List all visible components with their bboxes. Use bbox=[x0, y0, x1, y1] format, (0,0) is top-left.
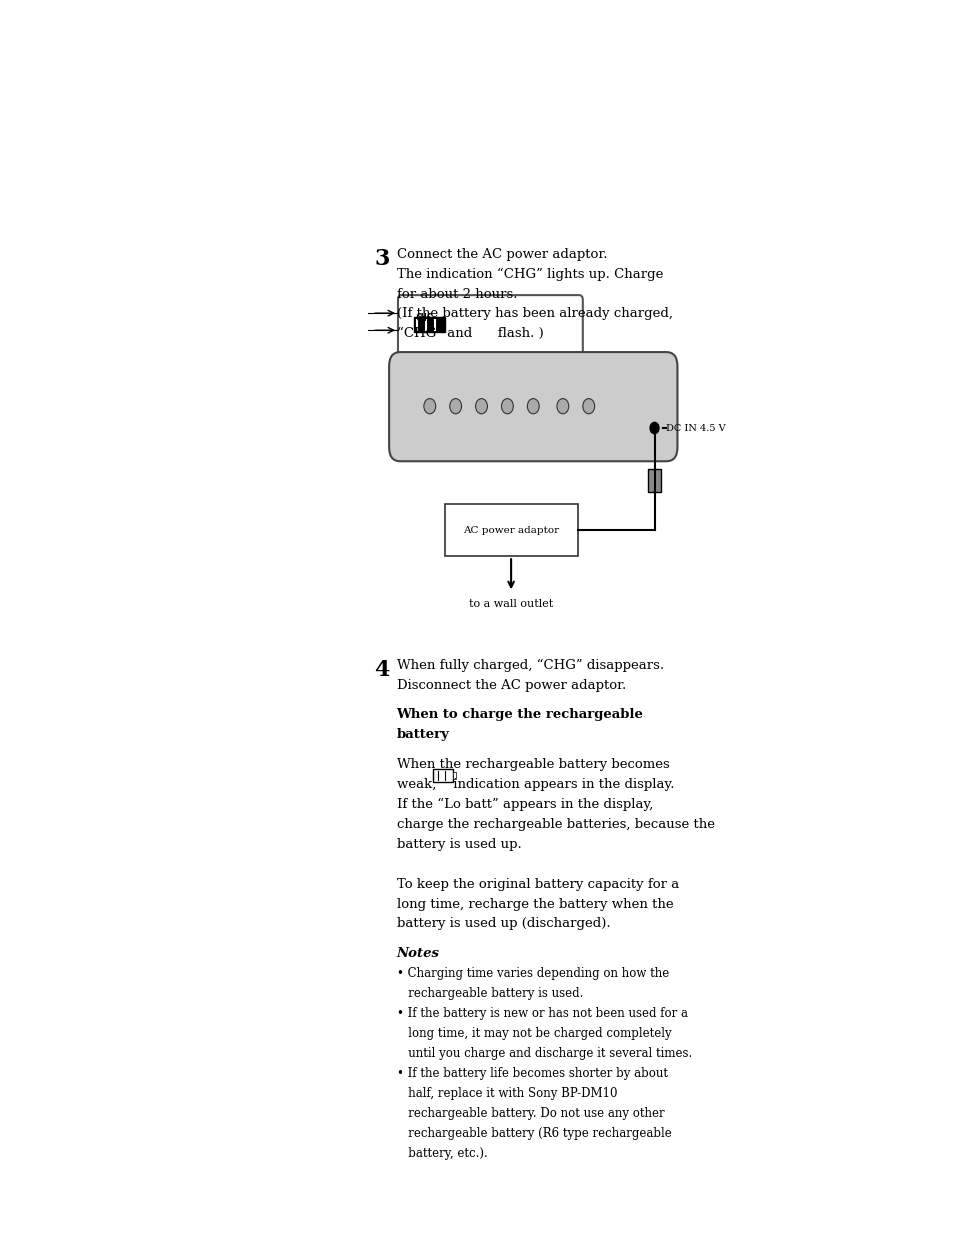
Text: “CHG” and      flash. ): “CHG” and flash. ) bbox=[396, 328, 542, 340]
Text: To keep the original battery capacity for a: To keep the original battery capacity fo… bbox=[396, 878, 678, 890]
Circle shape bbox=[582, 398, 594, 414]
Circle shape bbox=[476, 398, 487, 414]
Text: When to charge the rechargeable: When to charge the rechargeable bbox=[396, 708, 642, 721]
Text: The indication “CHG” lights up. Charge: The indication “CHG” lights up. Charge bbox=[396, 268, 662, 281]
Text: battery is used up.: battery is used up. bbox=[396, 837, 520, 851]
Text: rechargeable battery is used.: rechargeable battery is used. bbox=[396, 988, 582, 1000]
Text: (If the battery has been already charged,: (If the battery has been already charged… bbox=[396, 307, 672, 321]
Text: weak,    indication appears in the display.: weak, indication appears in the display. bbox=[396, 778, 674, 790]
Text: to a wall outlet: to a wall outlet bbox=[469, 599, 553, 609]
Circle shape bbox=[423, 398, 436, 414]
Text: long time, recharge the battery when the: long time, recharge the battery when the bbox=[396, 898, 673, 910]
Text: battery: battery bbox=[396, 727, 449, 741]
Text: AC power adaptor: AC power adaptor bbox=[462, 525, 558, 535]
Text: rechargeable battery. Do not use any other: rechargeable battery. Do not use any oth… bbox=[396, 1107, 663, 1120]
Circle shape bbox=[449, 398, 461, 414]
Text: 4: 4 bbox=[374, 658, 389, 681]
Text: 3: 3 bbox=[374, 248, 389, 270]
Text: • Charging time varies depending on how the: • Charging time varies depending on how … bbox=[396, 968, 668, 980]
Text: charge the rechargeable batteries, because the: charge the rechargeable batteries, becau… bbox=[396, 817, 714, 831]
Text: until you charge and discharge it several times.: until you charge and discharge it severa… bbox=[396, 1047, 691, 1060]
Bar bbox=[647, 469, 660, 492]
Bar bbox=[413, 317, 444, 332]
Text: Disconnect the AC power adaptor.: Disconnect the AC power adaptor. bbox=[396, 678, 625, 692]
FancyBboxPatch shape bbox=[389, 353, 677, 461]
Text: rechargeable battery (R6 type rechargeable: rechargeable battery (R6 type rechargeab… bbox=[396, 1127, 671, 1139]
Text: Notes: Notes bbox=[396, 947, 439, 961]
Bar bbox=[444, 504, 577, 556]
Bar bbox=[517, 319, 544, 332]
Bar bbox=[453, 772, 456, 779]
Text: DC IN 4.5 V: DC IN 4.5 V bbox=[665, 424, 725, 433]
Circle shape bbox=[649, 423, 659, 434]
Text: battery is used up (discharged).: battery is used up (discharged). bbox=[396, 917, 610, 931]
Text: If the “Lo batt” appears in the display,: If the “Lo batt” appears in the display, bbox=[396, 798, 652, 811]
Text: • If the battery life becomes shorter by about: • If the battery life becomes shorter by… bbox=[396, 1067, 667, 1080]
Text: battery, etc.).: battery, etc.). bbox=[396, 1147, 487, 1160]
Text: • If the battery is new or has not been used for a: • If the battery is new or has not been … bbox=[396, 1007, 687, 1020]
Text: CHG: CHG bbox=[415, 313, 432, 323]
Text: Connect the AC power adaptor.: Connect the AC power adaptor. bbox=[396, 248, 606, 260]
Text: for about 2 hours.: for about 2 hours. bbox=[396, 287, 517, 301]
Bar bbox=[433, 769, 453, 782]
Circle shape bbox=[527, 398, 538, 414]
Circle shape bbox=[557, 398, 568, 414]
Text: half, replace it with Sony BP-DM10: half, replace it with Sony BP-DM10 bbox=[396, 1088, 617, 1100]
Text: long time, it may not be charged completely: long time, it may not be charged complet… bbox=[396, 1027, 670, 1041]
FancyBboxPatch shape bbox=[397, 295, 582, 366]
Text: When the rechargeable battery becomes: When the rechargeable battery becomes bbox=[396, 758, 669, 771]
Circle shape bbox=[501, 398, 513, 414]
Text: When fully charged, “CHG” disappears.: When fully charged, “CHG” disappears. bbox=[396, 658, 663, 672]
